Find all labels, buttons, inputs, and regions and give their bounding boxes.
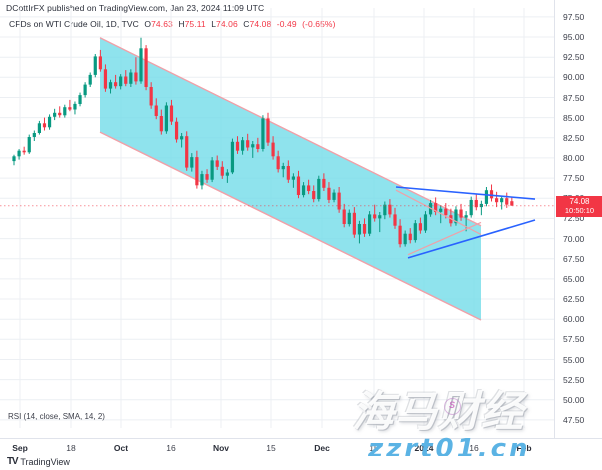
price-tick-label: 72.50 <box>563 213 585 224</box>
current-price-badge: 74.08 10:50:10 <box>556 195 602 217</box>
legend-high-value: 75.11 <box>184 19 206 29</box>
price-tick-label: 47.50 <box>563 414 585 425</box>
time-tick-label: Feb <box>516 443 532 453</box>
price-tick-label: 95.00 <box>563 32 585 42</box>
candle-series <box>12 37 514 248</box>
price-tick-label: 57.50 <box>563 334 585 345</box>
symmetrical-triangle-annotation[interactable] <box>395 186 536 259</box>
price-tick-label: 97.50 <box>563 11 585 22</box>
tradingview-name: TradingView <box>20 456 70 467</box>
price-tick-label: 55.00 <box>563 354 585 365</box>
tradingview-mark-icon: TV <box>7 456 19 467</box>
time-tick-label: 18 <box>66 443 76 453</box>
price-tick-label: 92.50 <box>563 52 585 63</box>
current-price-value: 74.08 <box>569 196 590 206</box>
legend-open-value: 74.63 <box>151 19 173 29</box>
time-tick-label: 2024 <box>414 443 434 453</box>
bottom-bar: TV TradingView <box>0 456 602 470</box>
price-tick-label: 70.00 <box>563 233 585 244</box>
chart-legend: CFDs on WTI Crude Oil, 1D, TVC O74.63 H7… <box>9 19 336 29</box>
legend-low-label: L <box>211 19 217 29</box>
price-tick-label: 87.50 <box>563 92 585 103</box>
price-tick-label: 77.50 <box>563 173 585 184</box>
price-axis[interactable]: 97.50 95.00 92.50 90.00 87.50 85.00 82.50 80.00… <box>554 0 602 438</box>
price-tick-label: 65.00 <box>563 273 585 284</box>
price-tick-label: 52.50 <box>563 374 585 385</box>
price-tick-label: 60.00 <box>563 314 585 325</box>
descending-channel-annotation[interactable] <box>99 37 482 321</box>
price-tick-label: 85.00 <box>563 112 585 123</box>
price-tick-label: 80.00 <box>563 152 585 163</box>
legend-change: -0.49 <box>276 19 297 29</box>
legend-close-value: 74.08 <box>249 19 272 29</box>
publish-info: DCottIrFX published on TradingView.com, … <box>6 3 265 13</box>
rsi-indicator-label[interactable]: RSI (14, close, SMA, 14, 2) <box>8 412 105 421</box>
legend-high-label: H <box>178 19 185 29</box>
time-tick-label: Sep <box>12 443 28 453</box>
tradingview-logo[interactable]: TV TradingView <box>7 456 70 467</box>
time-tick-label: 16 <box>166 443 176 453</box>
price-tick-label: 90.00 <box>563 72 585 83</box>
legend-low-value: 74.06 <box>216 19 238 29</box>
time-tick-label: 15 <box>266 443 276 453</box>
legend-symbol: CFDs on WTI Crude Oil, 1D, TVC <box>9 19 139 29</box>
legend-close-label: C <box>243 19 250 29</box>
legend-open-label: O <box>144 19 152 29</box>
time-tick-label: Oct <box>113 443 129 453</box>
time-tick-label: 15 <box>369 443 379 453</box>
price-plot-area[interactable] <box>0 8 554 428</box>
time-tick-label: 16 <box>469 443 479 453</box>
price-tick-label: 82.50 <box>563 132 585 143</box>
time-axis[interactable]: Sep 18 Oct 16 Nov 15 Dec 15 2024 16 Feb <box>0 438 602 457</box>
time-tick-label: Nov <box>212 443 230 453</box>
candlestick-svg <box>0 8 554 428</box>
price-tick-label: 67.50 <box>563 253 585 264</box>
current-price-time: 10:50:10 <box>564 206 595 216</box>
time-tick-label: Dec <box>314 443 330 453</box>
price-tick-label: 62.50 <box>563 294 585 304</box>
price-tick-label: 50.00 <box>563 394 585 405</box>
legend-change-pct: (-0.65%) <box>302 19 336 29</box>
